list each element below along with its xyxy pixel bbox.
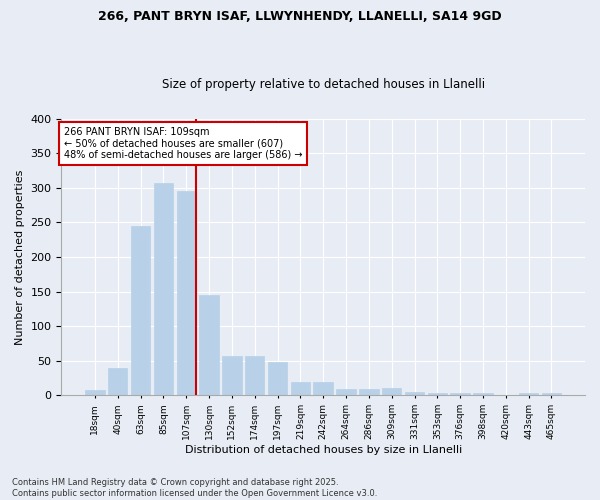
Bar [542,392,561,396]
Bar [451,394,470,396]
Bar [85,390,104,396]
Text: 266 PANT BRYN ISAF: 109sqm
← 50% of detached houses are smaller (607)
48% of sem: 266 PANT BRYN ISAF: 109sqm ← 50% of deta… [64,127,302,160]
Bar [131,226,150,396]
Bar [519,392,538,396]
Bar [199,295,219,396]
Bar [337,389,356,396]
Text: Contains HM Land Registry data © Crown copyright and database right 2025.
Contai: Contains HM Land Registry data © Crown c… [12,478,377,498]
Bar [405,392,424,396]
Bar [382,388,401,396]
X-axis label: Distribution of detached houses by size in Llanelli: Distribution of detached houses by size … [185,445,462,455]
Bar [268,362,287,396]
Bar [359,388,379,396]
Title: Size of property relative to detached houses in Llanelli: Size of property relative to detached ho… [161,78,485,91]
Bar [154,183,173,396]
Bar [222,356,242,396]
Bar [473,394,493,396]
Bar [245,356,265,396]
Text: 266, PANT BRYN ISAF, LLWYNHENDY, LLANELLI, SA14 9GD: 266, PANT BRYN ISAF, LLWYNHENDY, LLANELL… [98,10,502,23]
Bar [496,394,515,396]
Bar [428,392,447,396]
Bar [108,368,127,396]
Bar [313,382,333,396]
Bar [290,382,310,396]
Y-axis label: Number of detached properties: Number of detached properties [15,170,25,344]
Bar [176,191,196,396]
